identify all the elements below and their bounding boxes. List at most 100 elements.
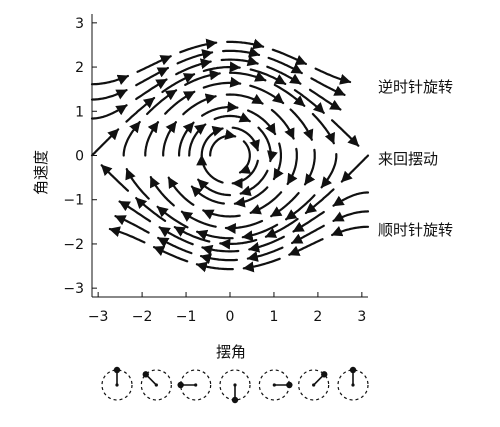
oscillation-trajectory [291, 110, 312, 140]
rotation-trajectory [120, 202, 150, 222]
oscillation-trajectory [240, 141, 250, 172]
rotation-trajectory [202, 247, 238, 251]
rotation-trajectory [176, 62, 211, 75]
y-tick-label: −2 [63, 237, 84, 253]
oscillation-trajectory [288, 149, 297, 184]
pendulum-bob [321, 371, 327, 377]
phase-trajectories [92, 42, 368, 269]
pendulum-pivot [273, 383, 276, 386]
rotation-trajectory [227, 42, 263, 47]
oscillation-trajectory [124, 122, 140, 155]
pendulum-pivot [115, 383, 118, 386]
oscillation-trajectory [251, 192, 281, 213]
pendulum-icon [299, 370, 329, 400]
pendulum-icons-row [102, 367, 368, 403]
annotation-oscillation: 来回摆动 [378, 148, 438, 169]
pendulum-pivot [233, 383, 236, 386]
oscillation-trajectory [286, 195, 314, 219]
oscillation-trajectory [158, 207, 188, 228]
oscillation-trajectory [233, 161, 258, 184]
rotation-trajectory [223, 51, 259, 55]
pendulum-icon [220, 370, 250, 403]
x-tick-label: 0 [226, 309, 235, 325]
separatrix-trajectory [204, 67, 240, 71]
x-tick-label: −2 [132, 309, 153, 325]
x-tick-label: 3 [357, 309, 366, 325]
x-tick-label: −1 [176, 309, 197, 325]
rotation-trajectory [92, 105, 127, 118]
oscillation-trajectory [259, 128, 271, 161]
pendulum-bob [286, 382, 292, 388]
y-tick-label: −3 [63, 281, 84, 297]
oscillation-trajectory [215, 116, 250, 121]
oscillation-trajectory [179, 123, 193, 156]
oscillation-trajectory [233, 128, 258, 151]
oscillation-trajectory [313, 114, 334, 143]
pendulum-bob [114, 367, 120, 373]
pendulum-icon [259, 370, 292, 400]
oscillation-trajectory [204, 83, 240, 88]
rotation-trajectory [92, 90, 127, 100]
rotation-trajectory [116, 216, 149, 233]
oscillation-trajectory [230, 73, 265, 81]
annotation-ccw-rotation: 逆时针旋转 [378, 76, 453, 97]
pendulum-icon [141, 370, 171, 400]
oscillation-trajectory [202, 156, 223, 183]
oscillation-trajectory [274, 144, 281, 180]
pendulum-pivot [155, 383, 158, 386]
pendulum-icon [177, 370, 210, 400]
separatrix-trajectory [92, 129, 118, 155]
x-tick-label: 1 [269, 309, 278, 325]
y-tick-label: 3 [75, 16, 84, 32]
oscillation-trajectory [210, 136, 235, 156]
y-tick-label: 2 [75, 60, 84, 76]
rotation-trajectory [311, 78, 344, 95]
rotation-trajectory [92, 76, 128, 84]
oscillation-trajectory [145, 122, 158, 155]
y-tick-label: 1 [75, 104, 84, 120]
oscillation-trajectory [275, 85, 305, 106]
oscillation-trajectory [163, 122, 176, 155]
rotation-trajectory [180, 43, 216, 53]
oscillation-trajectory [197, 232, 233, 239]
x-tick-label: 2 [313, 309, 322, 325]
rotation-trajectory [201, 256, 237, 260]
pendulum-bob [177, 382, 183, 388]
separatrix-trajectory [342, 156, 368, 182]
pendulum-icon [338, 367, 368, 400]
y-axis-label: 角速度 [30, 150, 51, 195]
rotation-trajectory [197, 264, 233, 269]
y-tick-label: 0 [75, 149, 84, 165]
pendulum-bob [143, 371, 149, 377]
oscillation-trajectory [226, 221, 262, 228]
axes: −3 −2 −1 0 1 2 3 −3 −2 −1 0 1 2 3 [63, 14, 368, 325]
pendulum-bob [350, 367, 356, 373]
separatrix-trajectory [332, 120, 358, 145]
oscillation-trajectory [227, 95, 263, 104]
oscillation-trajectory [202, 129, 223, 156]
pendulum-bob [232, 397, 238, 403]
oscillation-trajectory [305, 150, 315, 185]
separatrix-trajectory [102, 165, 128, 190]
rotation-trajectory [316, 69, 351, 82]
oscillation-trajectory [198, 180, 230, 195]
rotation-trajectory [332, 227, 368, 235]
oscillation-trajectory [202, 107, 237, 116]
rotation-trajectory [310, 90, 340, 110]
rotation-trajectory [110, 229, 144, 242]
pendulum-pivot [194, 383, 197, 386]
rotation-trajectory [334, 211, 369, 221]
oscillation-trajectory [127, 169, 149, 198]
rotation-trajectory [222, 60, 258, 64]
pendulum-pivot [351, 383, 354, 386]
pendulum-icon [102, 367, 132, 400]
separatrix-trajectory [220, 240, 256, 244]
annotation-cw-rotation: 顺时针旋转 [378, 219, 453, 240]
rotation-trajectory [249, 237, 283, 250]
rotation-trajectory [334, 193, 369, 206]
y-tick-label: −1 [63, 193, 84, 209]
pendulum-pivot [312, 383, 315, 386]
x-tick-label: −3 [88, 309, 109, 325]
